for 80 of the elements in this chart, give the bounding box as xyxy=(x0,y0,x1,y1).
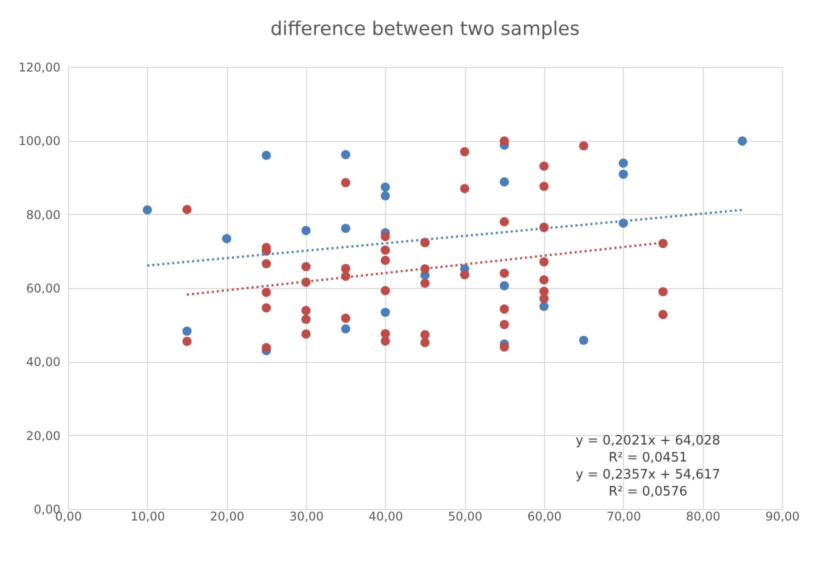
point xyxy=(500,342,509,352)
annotation: y = 0,2021x + 64,028 xyxy=(576,434,720,448)
point xyxy=(460,184,470,194)
point xyxy=(380,336,390,346)
y-tick-label: 120,00 xyxy=(18,60,60,74)
x-tick-label: 90,00 xyxy=(765,510,800,524)
annotation: R² = 0,0451 xyxy=(608,450,688,466)
point xyxy=(380,308,390,317)
point xyxy=(262,303,271,312)
point xyxy=(500,136,509,146)
annotation: R² = 0,0576 xyxy=(608,484,688,500)
y-tick-label: 60,00 xyxy=(26,282,60,296)
x-tick-label: 70,00 xyxy=(606,510,642,524)
point xyxy=(222,234,232,244)
point xyxy=(380,232,390,242)
x-tick-label: 60,00 xyxy=(527,510,562,524)
point xyxy=(579,141,588,150)
point xyxy=(380,191,390,201)
point xyxy=(301,306,311,316)
point xyxy=(262,150,271,160)
point xyxy=(539,182,549,191)
point xyxy=(341,324,350,334)
y-tick-label: 80,00 xyxy=(26,208,60,222)
point xyxy=(341,264,350,274)
point xyxy=(658,310,668,320)
point xyxy=(539,294,549,304)
y-tick-label: 40,00 xyxy=(26,355,60,370)
point xyxy=(500,320,509,330)
point xyxy=(460,270,470,280)
point xyxy=(500,217,509,226)
point xyxy=(182,336,192,346)
point xyxy=(420,330,430,340)
point xyxy=(301,314,311,324)
point xyxy=(301,226,311,236)
point xyxy=(618,170,628,179)
point xyxy=(341,150,350,160)
point xyxy=(301,262,311,272)
point xyxy=(341,272,350,281)
point xyxy=(380,286,390,296)
point xyxy=(380,182,390,192)
point xyxy=(539,257,549,266)
point xyxy=(182,326,192,336)
point xyxy=(618,158,628,168)
annotation: y = 0,2357x + 54,617 xyxy=(576,468,720,482)
x-tick-label: 30,00 xyxy=(289,510,324,524)
point xyxy=(301,278,311,287)
point xyxy=(341,314,350,323)
point xyxy=(539,302,549,312)
x-tick-label: 20,00 xyxy=(210,510,244,524)
x-tick-label: 50,00 xyxy=(448,510,482,524)
point xyxy=(658,238,668,248)
point xyxy=(539,275,549,284)
y-tick-label: 20,00 xyxy=(26,428,60,443)
y-tick-label: 100,00 xyxy=(18,134,60,148)
point xyxy=(380,256,390,265)
point xyxy=(579,336,588,345)
point xyxy=(262,288,271,298)
point xyxy=(500,281,509,290)
x-tick-label: 40,00 xyxy=(368,510,404,524)
point xyxy=(262,259,271,268)
point xyxy=(380,245,390,255)
point xyxy=(420,278,430,288)
point xyxy=(500,177,509,187)
point xyxy=(460,147,470,156)
chart-title: difference between two samples xyxy=(270,18,580,40)
point xyxy=(182,204,192,214)
point xyxy=(301,329,311,339)
point xyxy=(500,304,509,314)
point xyxy=(262,343,271,352)
point xyxy=(738,136,747,146)
point xyxy=(142,205,152,215)
point xyxy=(539,161,549,171)
point xyxy=(420,264,430,274)
point xyxy=(420,338,430,348)
x-tick-label: 80,00 xyxy=(686,510,720,524)
point xyxy=(341,224,350,233)
point xyxy=(500,268,509,278)
x-tick-label: 10,00 xyxy=(130,510,166,524)
point xyxy=(341,178,350,188)
point xyxy=(658,287,668,296)
